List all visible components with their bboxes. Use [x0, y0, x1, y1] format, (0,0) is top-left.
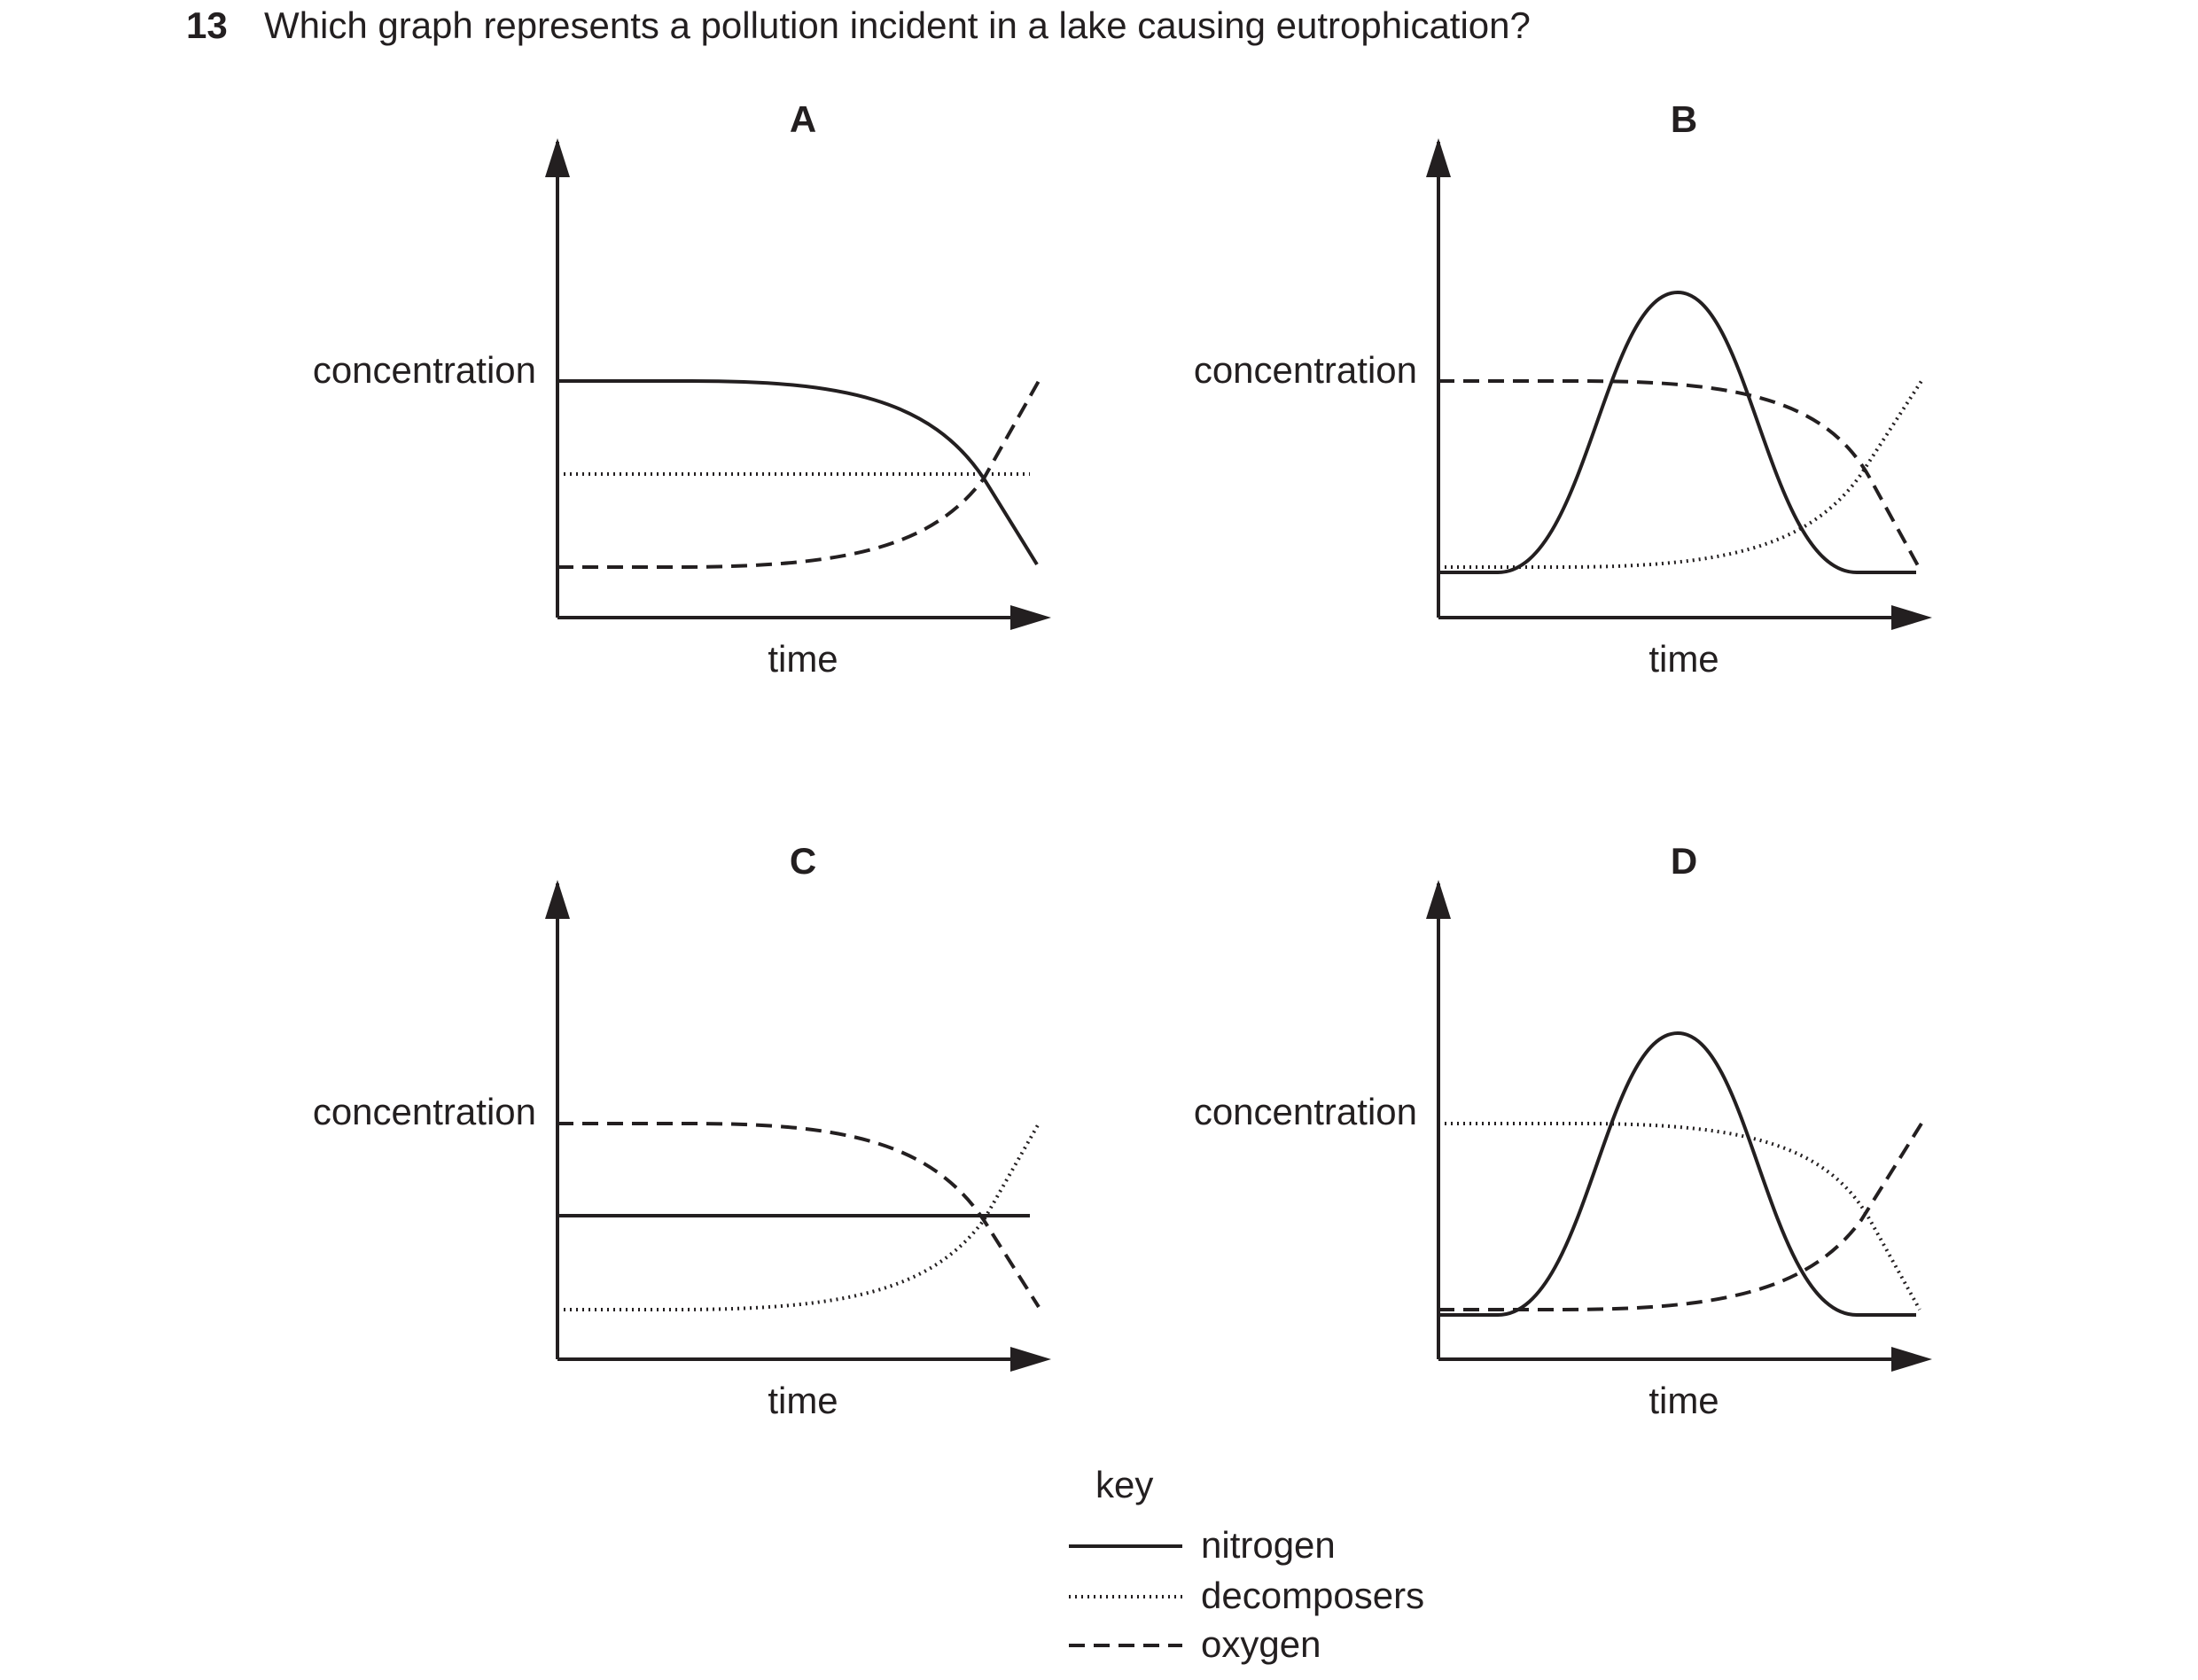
graph-b-ylabel: concentration [1194, 349, 1417, 391]
question-text: Which graph represents a pollution incid… [264, 4, 1531, 46]
graph-a-ylabel: concentration [313, 349, 536, 391]
graph-a-nitrogen-line [557, 379, 1039, 566]
key-oxygen-label: oxygen [1201, 1623, 1321, 1665]
graph-c: C concentration time [313, 840, 1051, 1421]
graph-c-oxygen-line [557, 1122, 1041, 1309]
graph-d: D concentration time [1194, 840, 1932, 1421]
graph-d-y-arrowhead [1426, 880, 1451, 919]
graph-a: A concentration time [313, 98, 1051, 680]
graph-c-y-arrowhead [545, 880, 570, 919]
graph-b: B concentration time [1194, 98, 1932, 680]
graph-b-nitrogen-line [1438, 290, 1916, 574]
graph-c-ylabel: concentration [313, 1091, 536, 1132]
graph-b-oxygen-line [1438, 379, 1921, 570]
key-decomposers-label: decomposers [1201, 1575, 1424, 1616]
graph-b-x-arrowhead [1891, 605, 1932, 630]
question-number: 13 [186, 4, 228, 46]
graph-c-xlabel: time [768, 1380, 838, 1421]
graph-d-label: D [1671, 840, 1697, 882]
graph-d-xlabel: time [1648, 1380, 1719, 1421]
key: key nitrogen decomposers oxygen [1069, 1464, 1424, 1665]
graph-a-oxygen-line [557, 380, 1041, 569]
key-title: key [1095, 1464, 1153, 1505]
key-nitrogen-label: nitrogen [1201, 1524, 1336, 1566]
graph-d-oxygen-line [1438, 1122, 1923, 1311]
graph-d-x-arrowhead [1891, 1347, 1932, 1372]
graph-d-nitrogen-line [1438, 1031, 1916, 1317]
graph-b-y-arrowhead [1426, 138, 1451, 177]
graph-a-x-arrowhead [1010, 605, 1051, 630]
graph-b-decomposers-line [1438, 379, 1923, 569]
graph-a-xlabel: time [768, 638, 838, 680]
graph-c-x-arrowhead [1010, 1347, 1051, 1372]
graph-d-ylabel: concentration [1194, 1091, 1417, 1132]
graph-a-label: A [790, 98, 816, 140]
graph-b-label: B [1671, 98, 1697, 140]
graph-c-label: C [790, 840, 816, 882]
graph-d-decomposers-line [1438, 1122, 1921, 1311]
graph-a-y-arrowhead [545, 138, 570, 177]
graph-b-xlabel: time [1648, 638, 1719, 680]
